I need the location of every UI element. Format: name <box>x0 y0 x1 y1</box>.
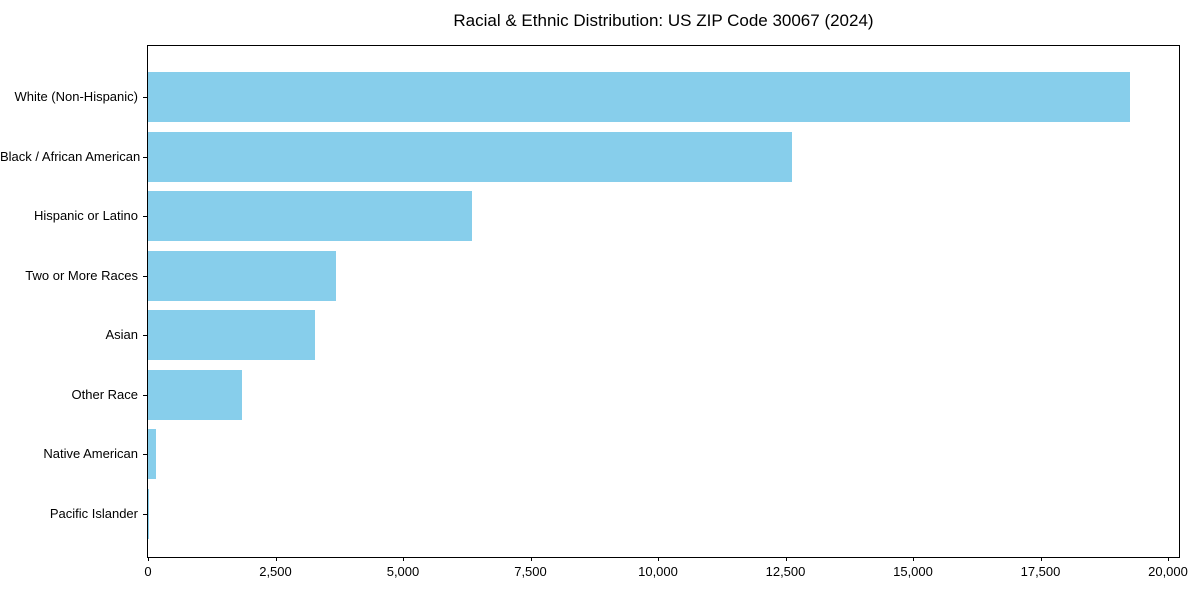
x-tick-label: 10,000 <box>638 564 678 579</box>
bar-hispanic-or-latino <box>148 191 472 241</box>
y-tick-label: Asian <box>105 327 138 342</box>
x-tick-mark <box>1168 557 1169 561</box>
x-tick-mark <box>148 557 149 561</box>
chart-title: Racial & Ethnic Distribution: US ZIP Cod… <box>453 11 874 30</box>
y-tick-label: Black / African American <box>0 148 141 164</box>
bar-two-or-more-races <box>148 250 336 301</box>
x-tick-label: 15,000 <box>893 564 933 579</box>
y-tick-mark <box>143 156 147 158</box>
x-tick-mark <box>403 557 404 561</box>
bar-white-non-hispanic <box>148 72 1130 122</box>
x-tick-label: 0 <box>144 564 152 579</box>
x-tick-label: 17,500 <box>1020 564 1061 579</box>
x-tick-label: 5,000 <box>386 564 420 579</box>
bar-pacific-islander <box>148 488 149 539</box>
bar-black-african-american <box>148 131 792 182</box>
x-tick-mark <box>785 557 787 561</box>
x-tick-label: 2,500 <box>259 564 292 579</box>
x-tick-mark <box>1040 557 1042 561</box>
bar-other-race <box>148 369 242 420</box>
x-tick-label: 20,000 <box>1148 564 1188 579</box>
x-tick-label: 12,500 <box>765 564 806 579</box>
y-tick-mark <box>143 97 147 98</box>
y-tick-mark <box>143 513 147 515</box>
y-tick-mark <box>143 335 147 336</box>
x-tick-mark <box>913 557 914 561</box>
y-tick-label: Two or More Races <box>25 267 138 283</box>
y-tick-label: Native American <box>43 446 138 461</box>
y-tick-mark <box>143 454 147 455</box>
plot-area <box>147 45 1180 558</box>
y-tick-mark <box>143 216 147 217</box>
x-tick-mark <box>275 557 277 561</box>
bar-native-american <box>148 429 156 479</box>
y-tick-mark <box>143 394 147 396</box>
y-tick-label: White (Non-Hispanic) <box>14 89 138 104</box>
x-tick-label: 7,500 <box>514 564 547 579</box>
y-tick-mark <box>143 275 147 277</box>
y-tick-label: Pacific Islander <box>49 505 138 521</box>
bar-asian <box>148 310 315 360</box>
x-tick-mark <box>658 557 659 561</box>
x-tick-mark <box>530 557 532 561</box>
y-tick-label: Other Race <box>71 386 138 402</box>
y-tick-label: Hispanic or Latino <box>33 208 138 223</box>
